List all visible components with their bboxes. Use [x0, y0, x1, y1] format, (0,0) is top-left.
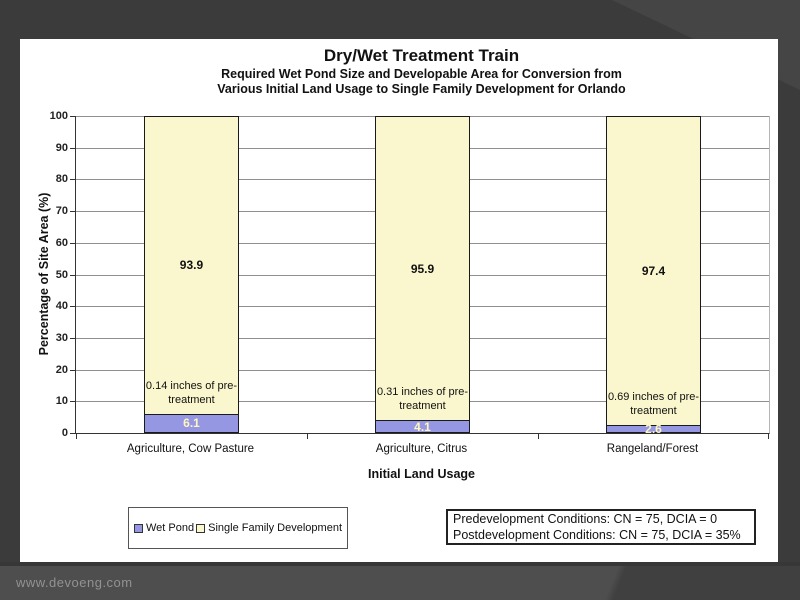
x-axis-tick	[307, 433, 308, 439]
bar-segment-wet-pond: 2.6	[606, 421, 701, 436]
y-tick-label: 0	[61, 427, 68, 439]
y-tick-label: 50	[55, 268, 68, 281]
bar-segment-single-family-development: 95.9 0.31 inches of pre-treatment	[375, 116, 470, 421]
bar-agriculture-citrus: 95.9 0.31 inches of pre-treatment 4.1	[375, 116, 470, 433]
legend-item-wet-pond: Wet Pond	[134, 522, 194, 534]
bar-value-wet-pond: 6.1	[183, 416, 200, 431]
x-axis-title: Initial Land Usage	[368, 467, 475, 481]
y-tick-label: 90	[55, 141, 68, 154]
slide: Dry/Wet Treatment Train Required Wet Pon…	[20, 39, 778, 563]
x-category-labels: Agriculture, Cow Pasture Agriculture, Cit…	[75, 443, 768, 455]
category-label: Agriculture, Citrus	[375, 443, 468, 455]
x-axis-tick	[768, 433, 769, 439]
bar-value-single-family: 95.9	[410, 261, 435, 276]
y-tick-label: 40	[55, 300, 68, 313]
chart-title: Dry/Wet Treatment Train	[323, 46, 520, 65]
y-axis-tick	[70, 306, 76, 308]
y-axis-tick	[70, 179, 76, 181]
y-axis-tick	[70, 274, 76, 276]
legend-label-wet-pond: Wet Pond	[146, 522, 195, 534]
bar-value-wet-pond: 4.1	[414, 419, 431, 434]
y-tick-label: 80	[55, 173, 68, 186]
chart-subtitle-line1: Required Wet Pond Size and Developable A…	[221, 67, 622, 81]
bar-value-wet-pond: 2.6	[645, 421, 662, 436]
y-tick-label: 60	[55, 236, 68, 249]
category-label: Agriculture, Cow Pasture	[126, 443, 255, 455]
predevelopment-conditions: Predevelopment Conditions: CN = 75, DCIA…	[453, 512, 718, 526]
y-tick-label: 10	[55, 395, 68, 408]
y-tick-label: 20	[55, 363, 68, 376]
y-tick-label: 30	[55, 331, 68, 344]
legend-item-single-family: Single Family Development	[196, 522, 342, 534]
category-label: Rangeland/Forest	[606, 443, 699, 455]
bar-value-single-family: 97.4	[641, 263, 666, 278]
bar-segment-wet-pond: 6.1	[143, 413, 239, 433]
legend-label-single-family: Single Family Development	[208, 522, 342, 534]
y-tick-label: 100	[49, 110, 68, 122]
legend: Wet Pond Single Family Development	[128, 507, 348, 549]
y-tick-label: 70	[55, 205, 68, 218]
y-axis-tick	[70, 369, 76, 371]
conditions-notes-box: Predevelopment Conditions: CN = 75, DCIA…	[446, 509, 756, 545]
y-axis-tick	[70, 242, 76, 244]
pretreatment-annotation: 0.31 inches of pre-treatment	[376, 386, 469, 413]
y-axis-tick	[70, 116, 76, 117]
legend-swatch-single-family-icon	[196, 523, 206, 533]
y-axis-tick	[70, 211, 76, 213]
footer-band: www.devoeng.com	[0, 562, 800, 600]
bar-segment-wet-pond: 4.1	[375, 420, 470, 433]
plot-area: 0 10 20 30 40 50 60 70 80 90 100 93.9 0.14 inches of…	[50, 110, 770, 439]
bar-segment-single-family-development: 93.9 0.14 inches of pre-treatment	[143, 116, 239, 414]
pretreatment-annotation: 0.69 inches of pre-treatment	[607, 390, 700, 417]
y-axis-tick	[70, 337, 76, 339]
watermark: www.devoeng.com	[16, 575, 133, 590]
y-axis-tick	[70, 147, 76, 149]
bar-segment-single-family-development: 97.4 0.69 inches of pre-treatment	[606, 116, 701, 425]
postdevelopment-conditions: Postdevelopment Conditions: CN = 75, DCI…	[453, 528, 741, 542]
bar-agriculture-cow-pasture: 93.9 0.14 inches of pre-treatment 6.1	[143, 116, 239, 433]
chart-subtitle-line2: Various Initial Land Usage to Single Fam…	[217, 82, 626, 96]
bar-value-single-family: 93.9	[179, 258, 204, 273]
y-axis-tick	[70, 433, 76, 434]
y-axis-tick	[70, 401, 76, 403]
bar-rangeland-forest: 97.4 0.69 inches of pre-treatment 2.6	[606, 116, 701, 436]
pretreatment-annotation: 0.14 inches of pre-treatment	[145, 379, 238, 406]
x-axis-tick	[76, 433, 77, 439]
legend-swatch-wet-pond-icon	[134, 523, 143, 533]
x-axis-tick	[538, 433, 539, 439]
